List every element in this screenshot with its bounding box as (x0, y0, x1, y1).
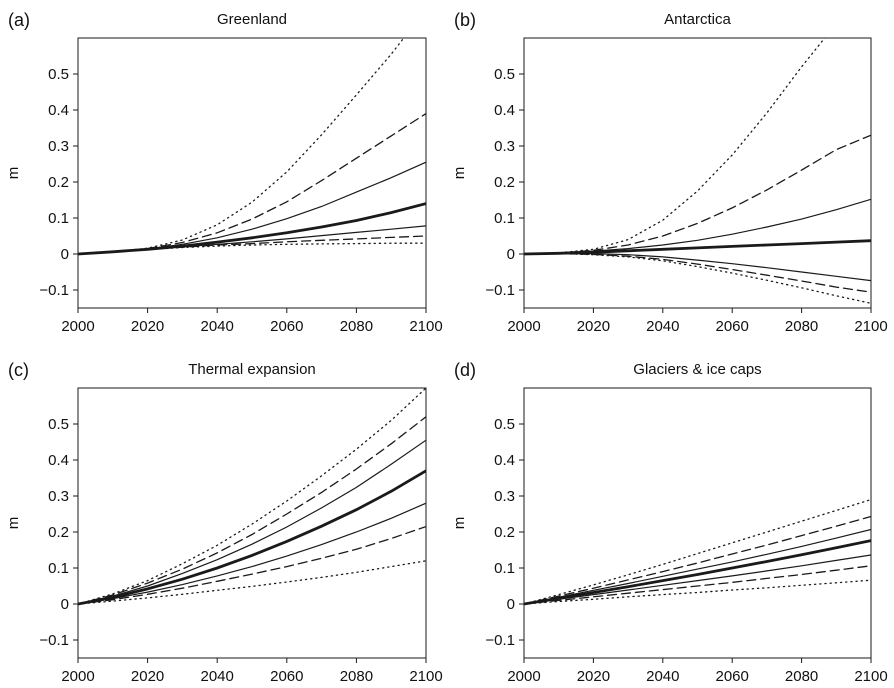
y-tick-label: 0.5 (48, 416, 69, 433)
x-tick-label: 2100 (854, 318, 887, 335)
x-tick-label: 2020 (577, 668, 610, 685)
series-line-thin-3 (78, 439, 426, 605)
y-tick-label: 0.4 (48, 452, 69, 469)
x-tick-label: 2020 (131, 318, 164, 335)
x-tick-label: 2080 (785, 668, 818, 685)
y-tick-label: 0.3 (48, 488, 69, 505)
panel-title: Greenland (217, 11, 287, 28)
y-tick-label: 0.1 (494, 210, 515, 227)
series-line-thin-3 (524, 198, 871, 255)
series-line-dotted-7 (78, 560, 426, 605)
x-tick-label: 2040 (201, 668, 234, 685)
y-tick-label: 0.2 (494, 524, 515, 541)
panel-b: 2000 2020 2040 2060 2080 2100 −0.1 0 0.1 0.2 0.3 0.… (451, 10, 888, 335)
panel-title: Antarctica (664, 11, 731, 28)
series-line-dashed-6 (524, 252, 871, 293)
panel-a: 2000 2020 2040 2060 2080 2100 −0.1 0 0.1 0.2 0.3 0.… (5, 10, 443, 335)
panel-title: Thermal expansion (188, 361, 316, 378)
series-line-thin-3 (78, 161, 426, 255)
panel-label: (d) (454, 360, 476, 380)
y-tick-label: 0.1 (48, 210, 69, 227)
y-tick-label: 0.2 (48, 524, 69, 541)
x-tick-label: 2040 (646, 318, 679, 335)
panel-c: 2000 2020 2040 2060 2080 2100 −0.1 0 0.1 0.2 0.3 0.… (5, 360, 443, 685)
series-line-thick-4 (78, 469, 426, 606)
series-line-thin-5 (524, 554, 871, 605)
y-tick-label: 0 (507, 246, 515, 263)
x-tick-label: 2060 (270, 318, 303, 335)
y-tick-label: 0.5 (48, 66, 69, 83)
plot-frame (77, 387, 427, 659)
series-line-dotted-1 (524, 38, 826, 255)
series-line-thick-4 (524, 539, 871, 606)
y-tick-label: 0 (61, 246, 69, 263)
x-tick-label: 2100 (409, 318, 442, 335)
x-tick-label: 2000 (61, 318, 94, 335)
y-axis-label: m (451, 167, 468, 180)
y-axis-label: m (5, 167, 22, 180)
y-tick-label: 0.3 (494, 138, 515, 155)
x-tick-label: 2060 (270, 668, 303, 685)
x-tick-label: 2020 (131, 668, 164, 685)
x-tick-label: 2100 (409, 668, 442, 685)
series-line-dotted-7 (78, 242, 426, 255)
series-line-thin-5 (524, 253, 871, 282)
y-tick-label: −0.1 (485, 282, 515, 299)
panel-title: Glaciers & ice caps (633, 361, 761, 378)
y-tick-label: 0.4 (494, 102, 515, 119)
x-tick-label: 2100 (854, 668, 887, 685)
series-line-dashed-6 (78, 525, 426, 605)
series-line-dotted-1 (78, 388, 426, 605)
y-tick-label: 0.5 (494, 416, 515, 433)
series-line-dashed-2 (524, 515, 871, 605)
y-tick-label: 0.1 (494, 560, 515, 577)
series-line-dashed-2 (78, 112, 426, 255)
series-line-dashed-2 (78, 416, 426, 605)
panel-label: (a) (8, 10, 30, 30)
y-tick-label: 0.1 (48, 560, 69, 577)
series-line-dotted-1 (524, 498, 871, 605)
y-tick-label: −0.1 (39, 632, 69, 649)
panel-label: (b) (454, 10, 476, 30)
series-line-thick-4 (524, 239, 871, 256)
y-axis-label: m (451, 517, 468, 530)
x-tick-label: 2060 (716, 668, 749, 685)
plot-frame (523, 387, 872, 659)
series-line-dotted-7 (524, 252, 871, 304)
y-tick-label: 0 (507, 596, 515, 613)
series-line-thin-3 (524, 528, 871, 605)
x-tick-label: 2000 (507, 318, 540, 335)
y-axis-label: m (5, 517, 22, 530)
x-tick-label: 2040 (646, 668, 679, 685)
y-tick-label: 0.3 (494, 488, 515, 505)
x-tick-label: 2020 (577, 318, 610, 335)
plot-frame (523, 37, 872, 309)
y-tick-label: 0.4 (494, 452, 515, 469)
x-tick-label: 2080 (340, 318, 373, 335)
y-tick-label: 0.4 (48, 102, 69, 119)
y-tick-label: −0.1 (39, 282, 69, 299)
y-tick-label: 0 (61, 596, 69, 613)
y-tick-label: 0.3 (48, 138, 69, 155)
x-tick-label: 2080 (340, 668, 373, 685)
plot-frame (77, 37, 427, 309)
x-tick-label: 2000 (61, 668, 94, 685)
series-line-dotted-7 (524, 579, 871, 605)
y-tick-label: 0.5 (494, 66, 515, 83)
series-line-thin-5 (78, 502, 426, 605)
panel-d: 2000 2020 2040 2060 2080 2100 −0.1 0 0.1 0.2 0.3 0.… (451, 360, 888, 685)
y-tick-label: 0.2 (494, 174, 515, 191)
series-line-dashed-6 (524, 565, 871, 605)
x-tick-label: 2080 (785, 318, 818, 335)
y-tick-label: 0.2 (48, 174, 69, 191)
x-tick-label: 2060 (716, 318, 749, 335)
y-tick-label: −0.1 (485, 632, 515, 649)
series-line-dashed-2 (524, 134, 871, 255)
x-tick-label: 2040 (201, 318, 234, 335)
panel-label: (c) (8, 360, 29, 380)
x-tick-label: 2000 (507, 668, 540, 685)
